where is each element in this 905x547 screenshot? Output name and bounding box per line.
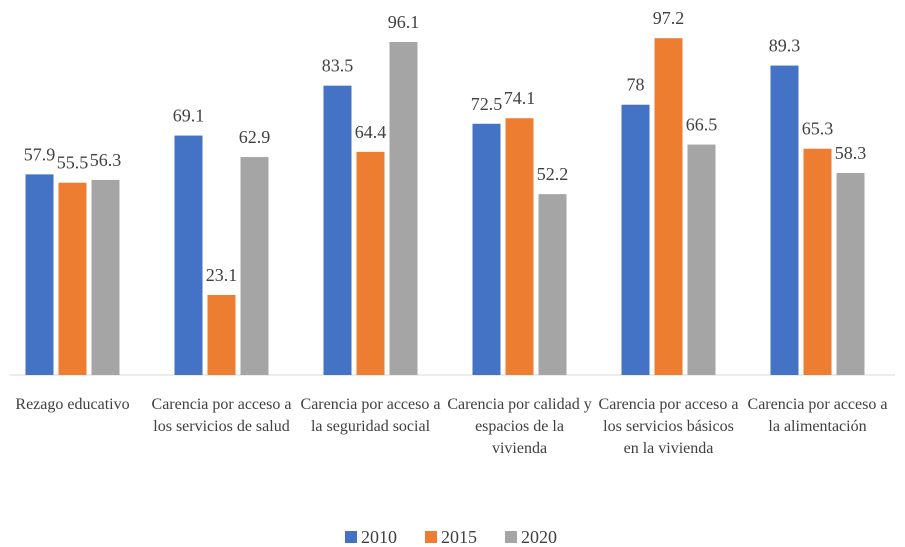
legend-label: 2020: [521, 527, 557, 547]
bar: [687, 144, 716, 375]
x-tick-label: Carencia por calidad y espacios de la vi…: [447, 396, 592, 457]
bar: [174, 135, 203, 375]
data-label: 65.3: [802, 119, 834, 139]
data-label: 69.1: [173, 106, 205, 126]
bar: [472, 123, 501, 375]
data-label: 97.2: [653, 8, 685, 28]
bar: [323, 85, 352, 376]
data-label: 57.9: [24, 144, 56, 164]
legend-swatch: [345, 531, 357, 543]
x-tick-label: Rezago educativo: [15, 396, 130, 413]
bar: [803, 148, 832, 375]
data-label: 64.4: [355, 122, 387, 142]
data-label: 72.5: [471, 94, 503, 114]
data-label: 56.3: [90, 150, 122, 170]
data-label: 58.3: [835, 143, 867, 163]
bar: [389, 42, 418, 376]
x-tick-label: Carencia por acceso a los servicios bási…: [598, 396, 739, 457]
x-tick-label: Carencia por acceso a los servicios de s…: [151, 396, 292, 435]
data-label: 74.1: [504, 88, 536, 108]
bar: [836, 172, 865, 375]
bar: [505, 118, 534, 375]
data-label: 62.9: [239, 127, 271, 147]
data-label: 52.2: [537, 164, 569, 184]
data-label: 23.1: [206, 265, 238, 285]
bar: [654, 38, 683, 376]
bar: [621, 104, 650, 375]
bar: [538, 194, 567, 375]
bar: [58, 182, 87, 375]
legend-swatch: [505, 531, 517, 543]
bar: [770, 65, 799, 375]
bar: [356, 151, 385, 375]
bar: [240, 157, 269, 375]
data-label: 78: [627, 75, 645, 95]
data-label: 89.3: [769, 36, 801, 56]
data-label: 66.5: [686, 115, 718, 135]
x-tick-label: Carencia por acceso a la seguridad socia…: [300, 396, 441, 435]
data-label: 96.1: [388, 12, 420, 32]
bar: [91, 179, 120, 375]
data-label: 55.5: [57, 153, 89, 173]
x-tick-label: Carencia por acceso a la alimentación: [747, 396, 888, 435]
legend-label: 2010: [361, 527, 397, 547]
bar: [207, 294, 236, 375]
legend-label: 2015: [441, 527, 477, 547]
data-label: 83.5: [322, 56, 354, 76]
legend-swatch: [425, 531, 437, 543]
bar: [25, 174, 54, 375]
